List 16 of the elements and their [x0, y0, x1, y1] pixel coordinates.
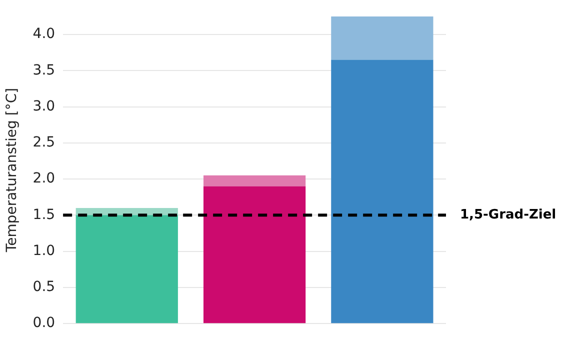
y-tick-label: 1.5: [32, 206, 56, 223]
bar: [331, 16, 434, 60]
y-tick-label: 4.0: [32, 26, 56, 42]
y-axis-title: Temperaturanstieg [°C]: [4, 88, 20, 254]
y-tick-label: 0.5: [32, 279, 56, 296]
ref-line-label: 1,5-Grad-Ziel: [460, 208, 556, 223]
y-tick-label: 3.5: [32, 62, 56, 78]
y-tick-label: 1.0: [32, 242, 56, 259]
y-tick-label: 0.0: [32, 315, 56, 332]
bar: [203, 175, 306, 186]
y-tick-label: 2.0: [32, 170, 56, 187]
bar: [76, 215, 178, 324]
bar: [203, 186, 306, 324]
bar: [331, 60, 434, 324]
y-tick-label: 3.0: [32, 98, 56, 114]
y-tick-label: 2.5: [32, 134, 56, 151]
